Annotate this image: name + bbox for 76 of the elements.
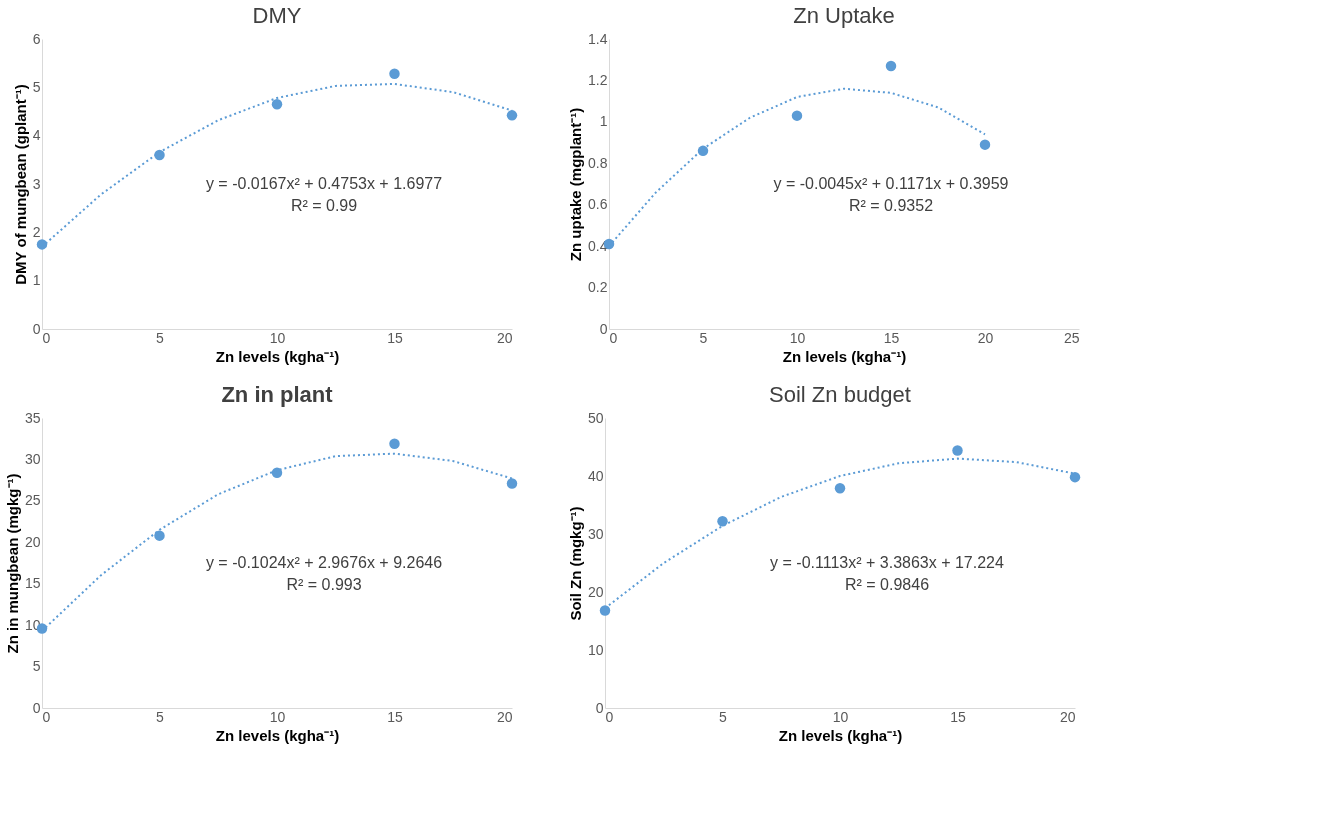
chart-title: DMY: [252, 3, 302, 28]
y-tick-label: 10: [587, 641, 604, 658]
y-tick-label: 15: [24, 575, 41, 592]
point: [271, 99, 283, 110]
y-tick-label: 4: [32, 127, 41, 144]
y-tick-label: 35: [24, 409, 41, 426]
y-tick-label: 20: [24, 533, 41, 550]
x-axis-title: Zn levels (kgha⁻¹): [778, 726, 903, 744]
y-tick-label: 1: [599, 113, 608, 130]
x-axis-title: Zn levels (kgha⁻¹): [782, 347, 907, 365]
annotation: R² = 0.99: [290, 197, 358, 214]
point: [717, 516, 728, 527]
point: [599, 605, 611, 616]
chart-title: Zn in plant: [221, 382, 334, 407]
y-tick-label: 3: [32, 175, 41, 192]
x-axis-title: Zn levels (kgha⁻¹): [215, 726, 340, 744]
x-tick-label: 25: [1063, 329, 1080, 346]
point: [885, 60, 897, 72]
x-axis-title: Zn levels (kgha⁻¹): [215, 347, 340, 365]
x-tick-label: 5: [156, 708, 165, 725]
point: [791, 110, 803, 121]
point: [154, 530, 165, 541]
y-tick-label: 0.2: [588, 279, 608, 296]
x-tick-label: 5: [699, 329, 708, 346]
y-tick-label: 6: [32, 30, 41, 47]
y-tick-label: 0.6: [588, 196, 608, 213]
x-tick-label: 20: [496, 329, 513, 346]
x-tick-label: 5: [156, 329, 165, 346]
x-tick-label: 10: [269, 329, 286, 346]
annotation: y = -0.0045x² + 0.1171x + 0.3959: [773, 175, 1009, 192]
annotation: y = -0.0167x² + 0.4753x + 1.6977: [205, 175, 443, 192]
x-tick-label: 10: [789, 329, 806, 346]
y-tick-label: 1.2: [588, 71, 608, 88]
y-tick-label: 1: [32, 272, 41, 289]
y-tick-label: 30: [24, 450, 41, 467]
y-tick-label: 25: [24, 492, 41, 509]
x-tick-label: 5: [719, 708, 728, 725]
y-tick-label: 0.8: [588, 154, 608, 171]
y-axis-title: Zn in mungbean (mgkg⁻¹): [3, 473, 21, 654]
point: [834, 482, 846, 494]
y-tick-label: 2: [32, 223, 41, 240]
y-tick-label: 1.4: [588, 30, 608, 47]
y-tick-label: 40: [587, 467, 604, 484]
x-tick-label: 20: [496, 708, 513, 725]
point: [36, 239, 48, 250]
x-tick-label: 15: [387, 708, 403, 725]
y-tick-label: 50: [587, 409, 604, 426]
x-tick-label: 10: [269, 708, 286, 725]
y-tick-label: 20: [587, 583, 604, 600]
point: [506, 110, 518, 121]
x-tick-label: 10: [832, 708, 849, 725]
x-tick-label: 15: [883, 329, 900, 346]
x-tick-label: 15: [387, 329, 403, 346]
y-tick-label: 5: [32, 78, 41, 95]
x-tick-label: 15: [950, 708, 966, 725]
annotation: R² = 0.9846: [844, 576, 930, 593]
point: [506, 478, 518, 489]
annotation: R² = 0.993: [286, 576, 362, 593]
y-tick-label: 5: [32, 658, 41, 675]
y-tick-label: 30: [587, 525, 604, 542]
point: [979, 139, 991, 150]
chart-title: Zn Uptake: [793, 3, 895, 28]
point: [952, 445, 963, 456]
point: [389, 68, 400, 80]
y-axis-title: DMY of mungbean (gplant⁻¹): [11, 84, 29, 285]
point: [271, 467, 283, 478]
point: [1069, 471, 1081, 483]
annotation: y = -0.1113x² + 3.3863x + 17.224: [770, 554, 1004, 571]
y-axis-title: Zn uptake (mgplant⁻¹): [567, 107, 585, 262]
x-tick-label: 20: [977, 329, 994, 346]
chart-title: Soil Zn budget: [769, 382, 911, 407]
x-tick-label: 20: [1059, 708, 1076, 725]
annotation: y = -0.1024x² + 2.9676x + 9.2646: [205, 554, 443, 571]
annotation: R² = 0.9352: [848, 197, 934, 214]
y-axis-title: Soil Zn (mgkg⁻¹): [566, 506, 584, 621]
point: [389, 438, 400, 449]
